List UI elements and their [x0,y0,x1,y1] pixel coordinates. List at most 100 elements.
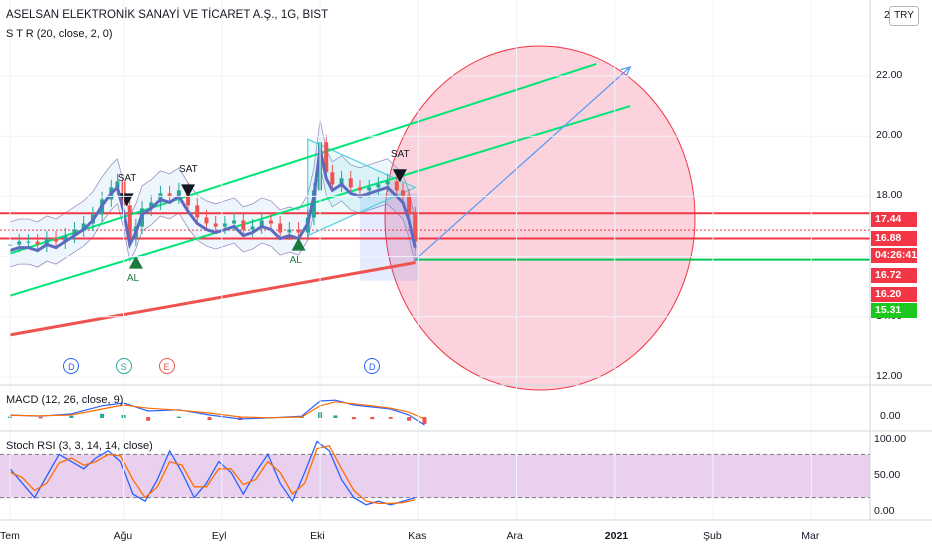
time-tick-label: Mar [801,530,820,542]
projection-ellipse [384,45,696,391]
event-marker[interactable]: D [63,358,80,374]
candle [186,190,191,206]
sell-arrow-icon [392,169,407,183]
macd-histogram-bar [69,415,74,418]
candle [241,220,246,230]
candle [35,241,40,245]
buy-arrow-icon [291,237,306,251]
candle [26,241,31,243]
candle [127,205,132,239]
buy-arrow-icon [128,255,143,269]
price-tick-label: 20.00 [876,129,903,142]
macd-line [9,399,425,426]
rsi-tick-label: 0.00 [874,505,895,517]
projection-arrow [414,66,631,261]
price-pane [0,45,870,391]
axes-layer [0,0,932,521]
time-tick-label: Ağu [113,530,133,542]
stoch-rsi-label: Stoch RSI (3, 3, 14, 14, close) [6,440,153,452]
candle [348,178,353,188]
candle [149,202,154,209]
candle [357,187,362,191]
candle [394,181,399,191]
candle [72,229,77,236]
mid-line [9,147,417,253]
signal-label: AL [289,254,302,266]
macd-histogram-bar [176,416,181,418]
price-tag: 16.20 [871,287,917,302]
signal-line [9,401,425,420]
candle [250,226,255,230]
candle [222,223,227,227]
candle [287,229,292,233]
price-tag: 16.72 [871,268,917,283]
candle [385,181,390,185]
stoch-d-line [9,445,416,505]
event-marker[interactable]: S [115,358,132,374]
price-tick-label: 2 [884,9,890,21]
moving-average-line [9,261,416,337]
event-marker[interactable]: D [364,358,381,374]
time-tick-label: Eki [310,530,325,542]
price-tick-label: 22.00 [876,69,903,81]
sell-arrow-icon [181,184,196,198]
price-tag: 16.88 [871,231,917,246]
candle [296,229,301,233]
macd-histogram-bar [407,417,412,421]
candle [367,187,372,191]
event-marker[interactable]: E [158,358,175,374]
price-tick-label: 18.00 [876,189,903,202]
macd-histogram-bar [422,417,427,424]
candle [413,214,418,242]
signal-label: SAT [390,149,410,161]
candle [17,241,22,245]
currency-button[interactable]: TRY [889,6,919,26]
candle [115,181,120,188]
time-tick-label: Şub [703,530,722,542]
candle [232,220,237,224]
channel-line [9,63,597,255]
candle [167,193,172,197]
time-tick-label: Kas [408,530,427,542]
candle [204,217,209,224]
rsi-band [0,454,870,498]
candle [195,205,200,218]
macd-histogram-bar [100,413,105,418]
signal-label: SAT [117,173,137,185]
arrow-head [620,65,632,77]
candle [213,223,218,227]
candle [330,172,335,185]
candle [407,196,412,215]
macd-histogram-bar [370,417,375,420]
macd-tick-label: 0.00 [880,410,901,422]
signal-label: AL [126,272,140,284]
macd-histogram-bar [38,417,43,419]
symbol-title: ASELSAN ELEKTRONİK SANAYİ VE TİCARET A.Ş… [6,9,329,21]
price-tick-label: 12.00 [876,370,903,382]
candle [176,190,181,197]
candle [268,220,273,224]
macd-pane [8,399,427,426]
time-tick-label: 2021 [604,530,629,542]
time-tick-label: Tem [0,530,20,542]
macd-histogram-bar [207,417,212,420]
candle [324,142,329,173]
rsi-tick-label: 100.00 [874,433,907,445]
macd-histogram-bar [388,417,393,419]
candle [400,190,405,197]
macd-histogram-bar [146,417,151,421]
macd-histogram-bar [333,415,338,418]
candle [81,223,86,230]
candle [259,220,264,227]
candle [63,235,68,242]
candle [376,184,381,188]
price-tag: 17.44 [871,212,917,227]
candle [54,238,59,242]
candle [311,190,316,218]
stoch-rsi-pane [0,440,870,506]
price-tag: 04:26:41 [871,248,917,263]
candle [44,238,49,245]
time-tick-label: Ara [506,530,523,542]
signal-label: SAT [179,164,198,176]
